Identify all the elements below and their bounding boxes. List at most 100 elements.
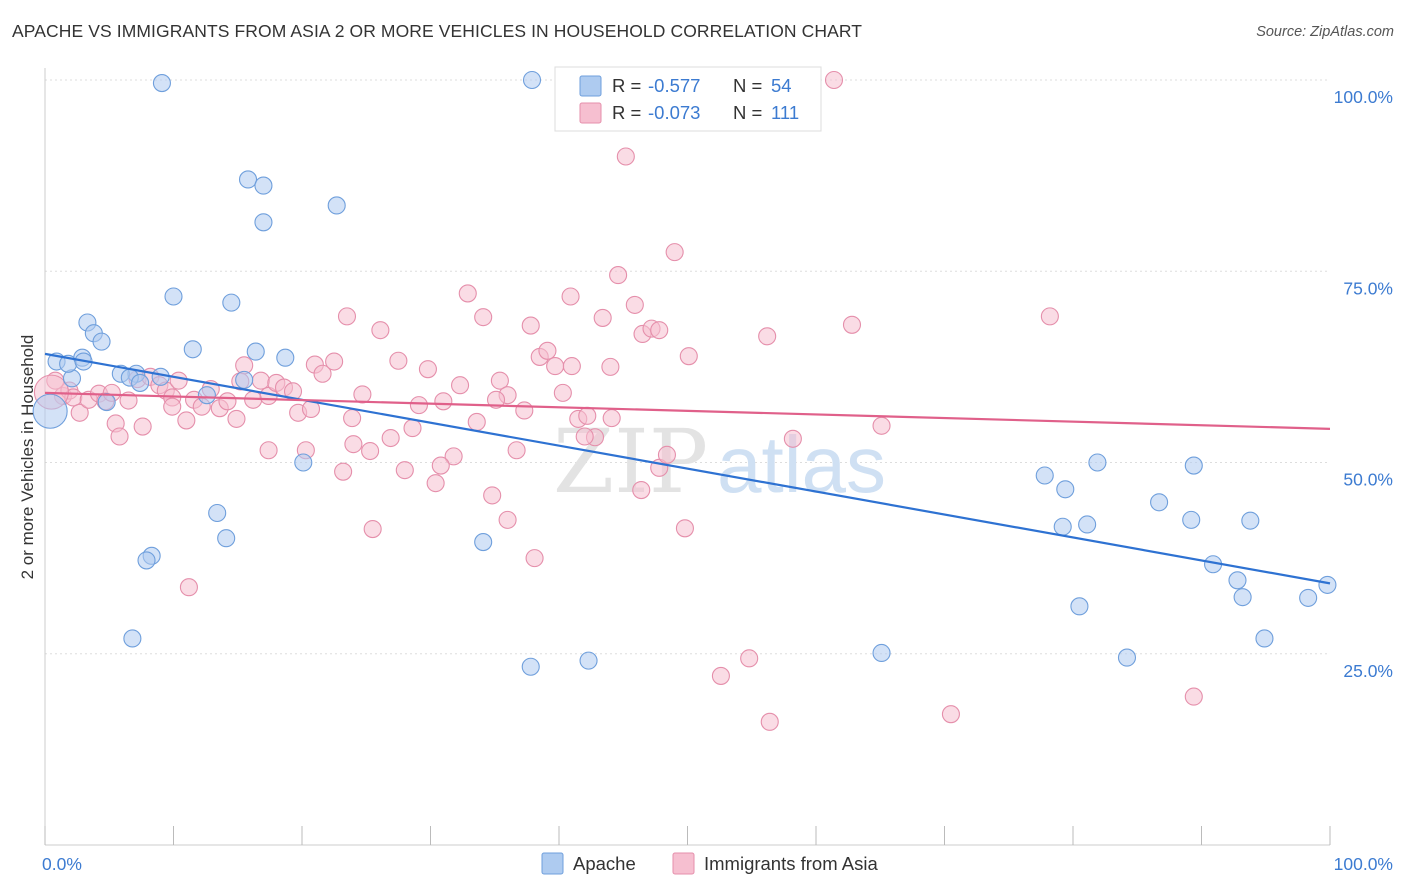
bottom-legend-swatch-asia <box>672 852 695 875</box>
point-asia-67 <box>561 287 580 306</box>
point-asia-51 <box>434 392 453 411</box>
axes <box>44 68 1331 846</box>
legend-swatch-asia <box>579 102 602 124</box>
point-apache-45 <box>1182 510 1201 529</box>
point-asia-103 <box>525 549 544 568</box>
legend-apache-n-label: N = <box>733 75 762 96</box>
point-asia-47 <box>403 419 422 438</box>
point-apache-53 <box>1318 575 1337 594</box>
point-asia-41 <box>353 385 372 404</box>
point-apache-30 <box>137 551 156 570</box>
point-asia-102 <box>602 409 621 428</box>
legend-asia-r-label: R = <box>612 102 641 123</box>
point-apache-5 <box>92 332 111 351</box>
point-asia-18 <box>169 371 188 390</box>
point-asia-19 <box>177 411 196 430</box>
point-asia-99 <box>632 480 651 500</box>
bottom-legend-swatch-apache <box>541 852 564 875</box>
point-asia-43 <box>371 321 390 340</box>
bottom-legend-asia: Immigrants from Asia <box>704 853 878 874</box>
point-asia-25 <box>227 409 246 428</box>
point-apache-38 <box>1070 597 1089 616</box>
point-apache-32 <box>522 70 542 90</box>
point-asia-87 <box>363 520 382 539</box>
trend-lines <box>44 352 1331 585</box>
point-apache-42 <box>1053 517 1072 536</box>
point-asia-90 <box>575 427 594 446</box>
point-asia-48 <box>409 396 428 415</box>
bottom-legend-apache: Apache <box>573 853 636 874</box>
point-asia-72 <box>601 357 620 376</box>
point-apache-48 <box>1228 571 1247 590</box>
point-apache-20 <box>254 213 273 232</box>
point-asia-98 <box>1184 687 1203 706</box>
point-asia-88 <box>179 578 198 597</box>
legend-swatch-apache <box>579 75 602 97</box>
point-asia-36 <box>313 364 332 383</box>
point-asia-64 <box>538 341 557 360</box>
y-tick-label-50: 50.0% <box>1343 470 1393 490</box>
point-apache-25 <box>197 386 216 405</box>
legend-apache-r-value: -0.577 <box>648 75 700 96</box>
point-asia-106 <box>343 409 362 428</box>
point-apache-46 <box>1184 456 1203 475</box>
legend-apache-n-value: 54 <box>771 75 792 96</box>
point-asia-108 <box>562 357 581 376</box>
point-asia-80 <box>665 243 684 262</box>
point-apache-21 <box>246 342 265 361</box>
y-tick-label-25: 25.0% <box>1343 661 1393 681</box>
point-asia-60 <box>507 441 526 460</box>
point-asia-66 <box>553 383 572 402</box>
correlation-legend: R = -0.577 N = 54 R = -0.073 N = 111 <box>554 66 822 132</box>
trend-line-asia <box>44 391 1331 430</box>
point-apache-12 <box>151 367 170 386</box>
x-tick-label-min: 0.0% <box>42 854 82 874</box>
point-asia-61 <box>515 401 534 420</box>
point-apache-51 <box>1255 629 1274 648</box>
legend-asia-n-value: 111 <box>771 102 799 123</box>
point-asia-46 <box>395 461 414 480</box>
point-apache-36 <box>872 643 891 663</box>
point-asia-84 <box>872 416 891 435</box>
point-asia-28 <box>251 371 270 390</box>
point-apache-13 <box>131 373 150 392</box>
point-asia-39 <box>337 307 357 326</box>
point-asia-24 <box>218 392 237 411</box>
point-apache-large <box>32 393 68 429</box>
point-apache-52 <box>1299 588 1318 607</box>
point-apache-15 <box>164 287 183 306</box>
point-asia-86 <box>486 390 506 409</box>
x-tick-label-max: 100.0% <box>1334 854 1393 874</box>
point-asia-58 <box>490 371 509 390</box>
point-asia-44 <box>381 428 400 448</box>
point-asia-73 <box>609 266 628 285</box>
point-asia-83 <box>842 315 862 334</box>
point-apache-28 <box>217 529 236 548</box>
y-tick-label-75: 75.0% <box>1343 278 1393 298</box>
point-asia-65 <box>546 357 565 376</box>
point-asia-92 <box>679 347 698 366</box>
point-asia-75 <box>625 295 644 314</box>
point-asia-42 <box>361 441 380 461</box>
y-tick-label-100: 100.0% <box>1334 87 1393 107</box>
point-asia-82 <box>783 429 802 448</box>
point-apache-22 <box>276 348 295 367</box>
x-tick-labels: 0.0% 100.0% <box>42 854 1393 874</box>
point-apache-34 <box>521 657 540 676</box>
series-apache-points <box>32 70 1337 676</box>
source-credit: Source: ZipAtlas.com <box>1256 24 1394 40</box>
point-apache-44 <box>1150 493 1169 512</box>
point-asia-52 <box>444 447 463 466</box>
point-asia-4 <box>70 403 89 422</box>
y-tick-labels: 25.0% 50.0% 75.0% 100.0% <box>1334 87 1393 681</box>
point-asia-13 <box>133 417 152 436</box>
point-asia-57 <box>483 486 502 505</box>
point-apache-23 <box>235 370 254 389</box>
point-asia-93 <box>740 649 759 668</box>
y-axis-title: 2 or more Vehicles in Household <box>18 335 37 580</box>
point-apache-33 <box>474 533 493 552</box>
point-apache-41 <box>1088 453 1107 472</box>
point-asia-40 <box>344 435 363 454</box>
point-apache-50 <box>1241 511 1260 530</box>
